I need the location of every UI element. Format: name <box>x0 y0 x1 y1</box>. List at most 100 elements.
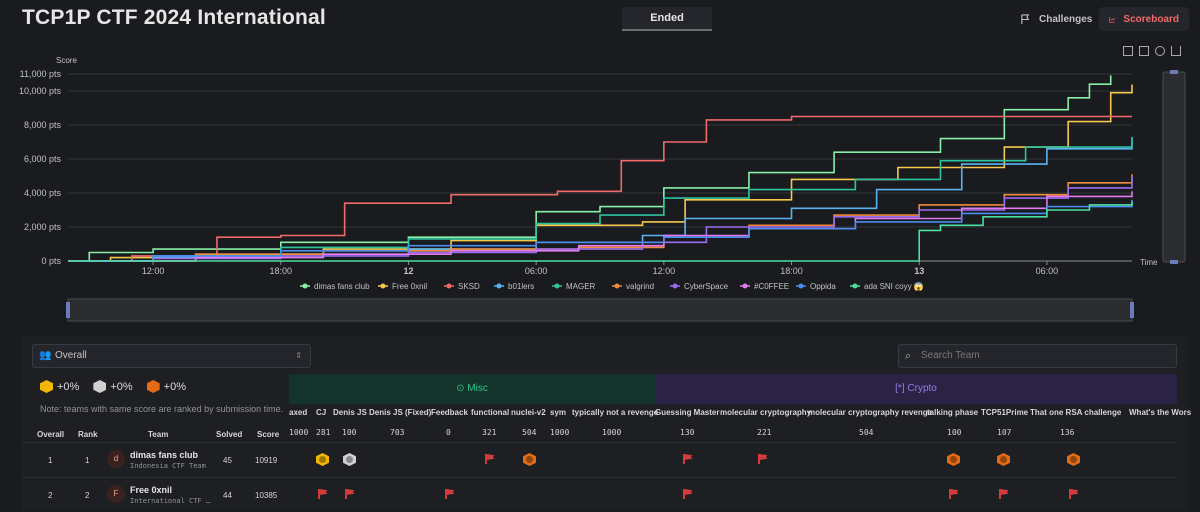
y-zoom-handle-bottom[interactable] <box>1170 260 1178 264</box>
challenge-points-6: 504 <box>522 428 537 437</box>
series-line-6[interactable] <box>68 176 1133 262</box>
challenge-column-0[interactable]: axed <box>289 408 308 417</box>
search-team-input[interactable]: ⌕ Search Team <box>898 344 1177 368</box>
zoom-reset-icon[interactable] <box>1139 46 1149 56</box>
y-axis-label: Score <box>56 56 77 65</box>
challenge-column-9[interactable]: Guessing Master <box>655 408 720 417</box>
challenge-points-12: 100 <box>947 428 962 437</box>
search-icon: ⌕ <box>905 350 912 362</box>
series-line-7[interactable] <box>68 191 1133 262</box>
team-name[interactable]: dimas fans club <box>130 450 199 460</box>
ctf-status-tab[interactable]: Ended <box>622 7 712 31</box>
team-affiliation: Indonesia CTF Team <box>130 462 206 470</box>
col-solved: Solved <box>216 430 243 439</box>
chevron-updown-icon: ⇕ <box>295 351 302 360</box>
series-line-8[interactable] <box>68 199 1133 262</box>
legend-item[interactable]: MAGER <box>552 282 596 291</box>
challenge-column-14[interactable]: That one RSA challenge <box>1030 408 1122 417</box>
table-row[interactable]: 2 2 F Free 0xnil International CTF … 44 … <box>22 478 1177 512</box>
challenge-points-5: 321 <box>482 428 497 437</box>
series-line-2[interactable] <box>68 115 1132 262</box>
x-tick-label: 12:00 <box>142 266 165 276</box>
legend-label: SKSD <box>458 282 480 291</box>
zoom-handle-right[interactable] <box>1130 302 1134 318</box>
trend-chart-icon <box>1109 16 1116 22</box>
bronze-medal-icon <box>1067 453 1080 466</box>
challenge-column-12[interactable]: talking phase <box>927 408 979 417</box>
challenge-column-2[interactable]: Denis JS <box>333 408 367 417</box>
challenge-column-3[interactable]: Denis JS (Fixed) <box>369 408 432 417</box>
challenge-points-4: 0 <box>446 428 451 437</box>
blood-bonus-legend: +0% +0% +0% <box>40 380 186 393</box>
gold-medal-icon <box>316 453 329 466</box>
challenge-column-1[interactable]: CJ <box>316 408 327 417</box>
score-chart: 0 pts 2,000 pts 4,000 pts 6,000 pts 8,000 pt… <box>19 56 1186 322</box>
series-line-1[interactable] <box>68 84 1133 262</box>
challenge-column-15[interactable]: What's the Wors <box>1129 408 1192 417</box>
challenge-column-8[interactable]: typically not a revenge <box>572 408 659 417</box>
zoom-handle-left[interactable] <box>66 302 70 318</box>
challenge-column-4[interactable]: Feedback <box>431 408 468 417</box>
bronze-medal-icon <box>146 380 160 393</box>
solved-flag-icon <box>949 489 959 499</box>
nav-scoreboard-label: Scoreboard <box>1123 13 1179 25</box>
challenge-column-11[interactable]: molecular cryptography revenge <box>808 408 933 417</box>
x-tick-label: 12 <box>403 266 413 276</box>
team-name[interactable]: Free 0xnil <box>130 485 173 495</box>
legend-item[interactable]: valgrind <box>612 282 654 291</box>
legend-swatch <box>496 283 502 289</box>
y-tick-label: 2,000 pts <box>24 222 62 232</box>
challenge-points-2: 100 <box>342 428 357 437</box>
second-blood-bonus: +0% <box>93 380 133 393</box>
legend-label: Free 0xnil <box>392 282 427 291</box>
restore-icon[interactable] <box>1155 46 1165 56</box>
legend-swatch <box>302 283 308 289</box>
challenge-column-5[interactable]: functional <box>471 408 510 417</box>
zoom-icon[interactable] <box>1123 46 1133 56</box>
challenge-column-13[interactable]: TCP51Prime <box>981 408 1029 417</box>
challenge-points-11: 504 <box>859 428 874 437</box>
legend-item[interactable]: #C0FFEE <box>740 282 789 291</box>
gamepad-icon: ⊙ <box>456 383 468 394</box>
legend-item[interactable]: b01lers <box>494 282 534 291</box>
legend-swatch <box>614 283 620 289</box>
legend-item[interactable]: dimas fans club <box>300 282 370 291</box>
y-zoom-handle-top[interactable] <box>1170 70 1178 74</box>
table-row[interactable]: 1 1 d dimas fans club Indonesia CTF Team… <box>22 443 1177 477</box>
zoom-slider-track[interactable] <box>67 298 1133 322</box>
legend-label: valgrind <box>626 282 654 291</box>
legend-item[interactable]: SKSD <box>444 282 480 291</box>
y-tick-label: 8,000 pts <box>24 120 62 130</box>
download-icon[interactable] <box>1171 46 1181 56</box>
legend-label: b01lers <box>508 282 534 291</box>
challenge-column-7[interactable]: sym <box>550 408 567 417</box>
top-bar: TCP1P CTF 2024 International Ended Chall… <box>0 0 1200 40</box>
nav-challenges[interactable]: Challenges <box>1010 7 1102 31</box>
solved-flag-icon <box>683 454 693 464</box>
challenge-column-6[interactable]: nuclei-v2 <box>511 408 546 417</box>
challenge-column-10[interactable]: molecular cryptography <box>720 408 812 417</box>
third-blood-bonus: +0% <box>146 380 186 393</box>
legend-item[interactable]: ada SNI coyy 😱 <box>850 282 924 291</box>
challenge-points-10: 221 <box>757 428 772 437</box>
bronze-medal-icon <box>947 453 960 466</box>
y-zoom-slider[interactable] <box>1162 71 1186 263</box>
solved-flag-icon <box>445 489 455 499</box>
x-tick-label: 06:00 <box>1036 266 1059 276</box>
challenge-points-7: 1000 <box>550 428 570 437</box>
y-tick-label: 10,000 pts <box>19 86 62 96</box>
legend-swatch <box>446 283 452 289</box>
nav-scoreboard[interactable]: Scoreboard <box>1099 7 1189 31</box>
legend-item[interactable]: Free 0xnil <box>378 282 427 291</box>
legend-item[interactable]: CyberSpace <box>670 282 729 291</box>
legend-item[interactable]: Oppida <box>796 282 836 291</box>
series-line-0[interactable] <box>68 75 1112 262</box>
series-line-9[interactable] <box>68 201 1133 262</box>
scoreboard-filter-select[interactable]: 👥 Overall ⇕ <box>32 344 311 368</box>
y-tick-label: 0 pts <box>41 256 61 266</box>
legend-swatch <box>852 283 858 289</box>
x-axis-label: Time <box>1140 258 1158 267</box>
col-rank: Rank <box>78 430 98 439</box>
legend-label: MAGER <box>566 282 596 291</box>
brackets-icon: [*] <box>895 383 908 394</box>
